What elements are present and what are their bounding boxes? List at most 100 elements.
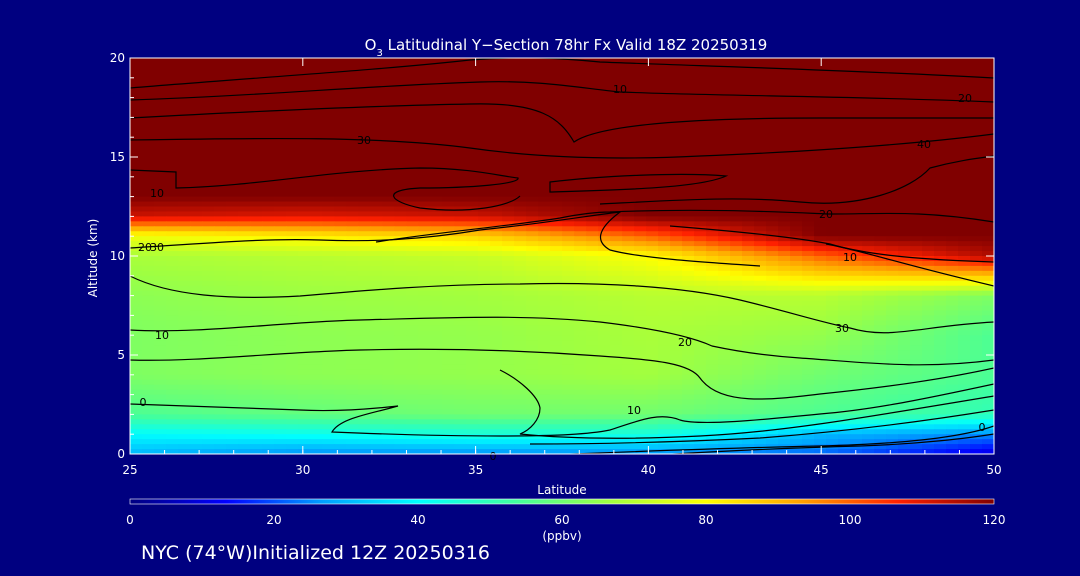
heatmap-cell (346, 251, 359, 257)
heatmap-cell (442, 161, 455, 168)
heatmap-cell (814, 325, 827, 331)
heatmap-cell (262, 171, 275, 178)
heatmap-cell (706, 265, 719, 272)
heatmap-cell (418, 117, 431, 123)
heatmap-cell (310, 166, 323, 173)
heatmap-cell (982, 379, 994, 386)
heatmap-cell (634, 92, 647, 99)
heatmap-cell (682, 369, 695, 376)
heatmap-cell (238, 196, 251, 203)
heatmap-cell (154, 320, 167, 326)
heatmap-cell (886, 77, 899, 84)
heatmap-cell (370, 320, 383, 326)
heatmap-cell (286, 246, 299, 252)
heatmap-cell (286, 201, 299, 208)
heatmap-cell (730, 226, 743, 232)
heatmap-cell (922, 127, 935, 133)
heatmap-cell (778, 236, 791, 242)
heatmap-cell (562, 236, 575, 242)
heatmap-cell (874, 166, 887, 173)
heatmap-cell (334, 152, 347, 158)
heatmap-cell (502, 310, 515, 316)
heatmap-cell (454, 152, 467, 158)
heatmap-cell (478, 166, 491, 173)
heatmap-cell (982, 384, 994, 391)
heatmap-cell (142, 325, 155, 331)
heatmap-cell (874, 127, 887, 133)
heatmap-cell (946, 330, 959, 336)
heatmap-cell (874, 374, 887, 381)
heatmap-cell (418, 107, 431, 114)
heatmap-cell (430, 379, 443, 386)
heatmap-cell (346, 127, 359, 133)
heatmap-cell (358, 181, 371, 188)
heatmap-cell (478, 97, 491, 104)
heatmap-cell (178, 82, 191, 89)
heatmap-cell (874, 92, 887, 99)
heatmap-cell (694, 201, 707, 208)
heatmap-cell (214, 117, 227, 123)
heatmap-cell (250, 241, 263, 247)
heatmap-cell (550, 384, 563, 391)
heatmap-cell (982, 355, 994, 361)
heatmap-cell (850, 364, 863, 371)
heatmap-cell (970, 58, 983, 64)
heatmap-cell (478, 330, 491, 336)
heatmap-cell (766, 186, 779, 193)
heatmap-cell (226, 58, 239, 64)
heatmap-cell (670, 315, 683, 321)
heatmap-cell (586, 132, 599, 138)
heatmap-cell (946, 290, 959, 297)
heatmap-cell (598, 260, 611, 267)
heatmap-cell (478, 176, 491, 183)
heatmap-cell (862, 87, 875, 94)
heatmap-cell (802, 295, 815, 302)
heatmap-cell (226, 87, 239, 94)
heatmap-cell (394, 315, 407, 321)
heatmap-cell (130, 241, 143, 247)
heatmap-cell (334, 300, 347, 307)
heatmap-cell (778, 157, 791, 163)
heatmap-cell (670, 226, 683, 232)
heatmap-cell (814, 280, 827, 287)
heatmap-cell (310, 285, 323, 292)
heatmap-cell (406, 137, 419, 143)
heatmap-cell (502, 211, 515, 217)
heatmap-cell (202, 191, 215, 198)
heatmap-cell (886, 201, 899, 208)
heatmap-cell (718, 236, 731, 242)
heatmap-cell (862, 330, 875, 336)
heatmap-cell (622, 112, 635, 118)
heatmap-cell (886, 246, 899, 252)
heatmap-cell (490, 82, 503, 89)
heatmap-cell (394, 137, 407, 143)
heatmap-cell (802, 77, 815, 84)
heatmap-cell (850, 142, 863, 148)
heatmap-cell (214, 256, 227, 262)
heatmap-cell (850, 285, 863, 292)
heatmap-cell (370, 231, 383, 237)
heatmap-cell (598, 246, 611, 252)
heatmap-cell (166, 246, 179, 252)
heatmap-cell (502, 132, 515, 138)
heatmap-cell (370, 260, 383, 267)
heatmap-cell (754, 166, 767, 173)
heatmap-cell (946, 92, 959, 99)
heatmap-cell (934, 82, 947, 89)
heatmap-cell (610, 92, 623, 99)
heatmap-cell (886, 394, 899, 401)
heatmap-cell (178, 295, 191, 302)
heatmap-cell (838, 350, 851, 356)
heatmap-cell (130, 186, 143, 193)
heatmap-cell (790, 305, 803, 312)
heatmap-cell (682, 241, 695, 247)
heatmap-cell (370, 350, 383, 356)
heatmap-cell (634, 330, 647, 336)
heatmap-cell (154, 97, 167, 104)
heatmap-cell (190, 285, 203, 292)
heatmap-cell (742, 67, 755, 74)
heatmap-cell (142, 127, 155, 133)
heatmap-cell (598, 231, 611, 237)
heatmap-cell (430, 97, 443, 104)
heatmap-cell (262, 58, 275, 64)
